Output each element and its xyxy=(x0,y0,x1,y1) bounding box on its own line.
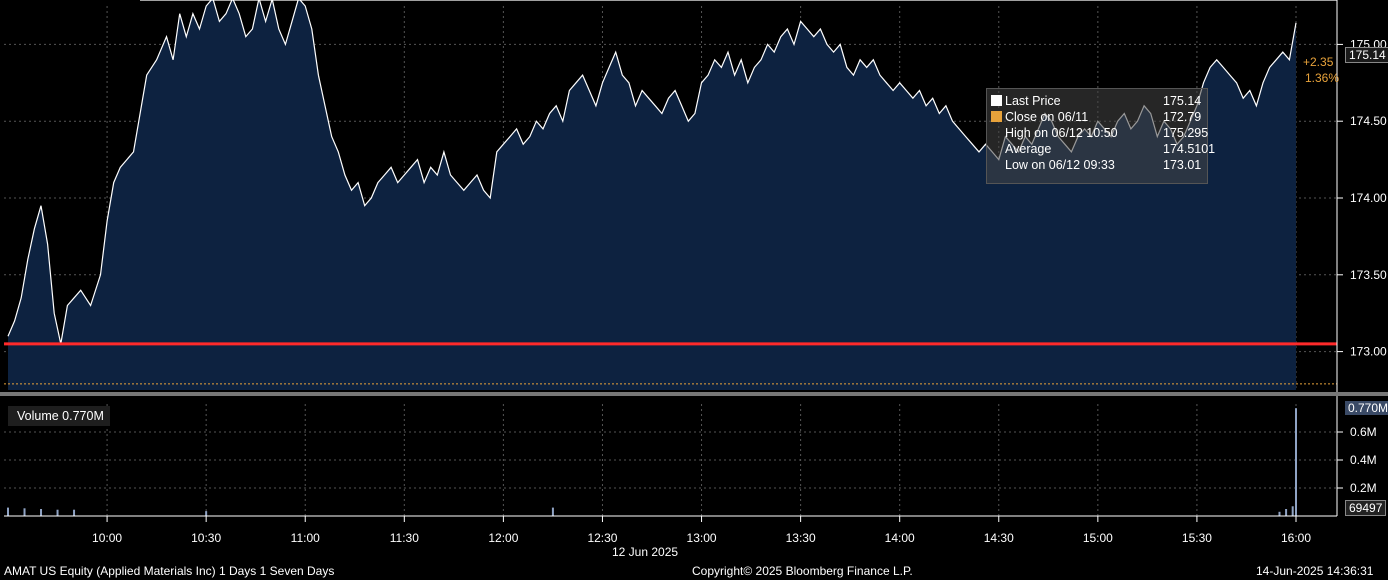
volume-bar xyxy=(7,507,9,516)
last-price-badge: 175.14 xyxy=(1345,47,1388,63)
legend-row-average: Average 174.5101 xyxy=(1005,142,1215,158)
volume-legend-label: Volume 0.770M xyxy=(17,409,104,423)
volume-bar xyxy=(1295,408,1297,516)
reference-lines xyxy=(4,0,1337,385)
volume-bar xyxy=(23,508,26,516)
y-tick-label: 173.00 xyxy=(1350,345,1387,359)
footer-center: Copyright© 2025 Bloomberg Finance L.P. xyxy=(692,564,913,578)
last-price-swatch xyxy=(991,95,1002,106)
x-tick-label: 16:00 xyxy=(1281,531,1311,545)
x-tick-label: 15:30 xyxy=(1182,531,1212,545)
y-tick-label: 174.00 xyxy=(1350,191,1387,205)
volume-bar xyxy=(551,507,554,516)
volume-bar xyxy=(40,509,43,516)
volume-bar xyxy=(1285,509,1288,516)
y-tick-label: 174.50 xyxy=(1350,114,1387,128)
price-fill xyxy=(8,0,1296,390)
legend-value: 172.79 xyxy=(1163,110,1202,124)
legend-label: Last Price xyxy=(1005,94,1061,108)
y-tick-label: 173.50 xyxy=(1350,268,1387,282)
legend-label: High on 06/12 10:50 xyxy=(1005,126,1118,140)
volume-bar-badge: 69497 xyxy=(1345,500,1387,516)
volume-bar xyxy=(1291,506,1294,516)
legend-row-high: High on 06/12 10:50 175.295 xyxy=(1005,126,1208,142)
time-x-axis: 10:00 10:30 11:00 11:30 12:00 12:30 13:00 13:30… xyxy=(92,516,1311,545)
legend-value: 174.5101 xyxy=(1163,142,1216,156)
volume-bar xyxy=(73,509,76,516)
x-tick-label: 13:30 xyxy=(786,531,816,545)
x-tick-label: 10:00 xyxy=(92,531,122,545)
x-tick-label: 12:00 xyxy=(488,531,518,545)
x-tick-label: 14:00 xyxy=(885,531,915,545)
x-tick-label: 14:30 xyxy=(984,531,1014,545)
legend-row-close: Close on 06/11 172.79 xyxy=(991,110,1201,126)
close-swatch xyxy=(991,111,1002,122)
volume-bar xyxy=(56,509,59,516)
volume-legend[interactable]: Volume 0.770M xyxy=(8,406,110,426)
legend-label: Low on 06/12 09:33 xyxy=(1005,158,1115,172)
volume-bars xyxy=(7,408,1297,516)
volume-y-tick-label: 0.6M xyxy=(1350,425,1377,439)
legend-label: Close on 06/11 xyxy=(1005,110,1089,124)
x-tick-label: 11:00 xyxy=(291,531,320,545)
x-tick-label: 15:00 xyxy=(1083,531,1113,545)
volume-y-tick-label: 0.4M xyxy=(1350,453,1377,467)
legend-row-last-price: Last Price 175.14 xyxy=(991,94,1201,110)
change-pct-label: 1.36% xyxy=(1305,71,1340,85)
footer-right: 14-Jun-2025 14:36:31 xyxy=(1256,564,1374,578)
x-tick-label: 10:30 xyxy=(191,531,221,545)
legend-row-low: Low on 06/12 09:33 173.01 xyxy=(1005,158,1201,174)
x-tick-label: 11:30 xyxy=(390,531,419,545)
legend-value: 175.295 xyxy=(1163,126,1209,140)
price-legend[interactable]: Last Price 175.14 Close on 06/11 172.79 … xyxy=(986,88,1215,184)
x-tick-label: 12:30 xyxy=(587,531,617,545)
price-area xyxy=(7,0,1297,390)
legend-value: 175.14 xyxy=(1163,94,1202,108)
volume-y-axis: 0.2M 0.4M 0.6M xyxy=(1337,425,1377,495)
volume-bar xyxy=(205,511,208,516)
legend-value: 173.01 xyxy=(1163,158,1202,172)
volume-bar xyxy=(1278,511,1281,516)
volume-y-tick-label: 0.2M xyxy=(1350,481,1377,495)
x-date-label: 12 Jun 2025 xyxy=(612,545,679,559)
change-label: +2.35 xyxy=(1303,55,1334,69)
x-tick-label: 13:00 xyxy=(687,531,717,545)
volume-last-badge: 0.770M xyxy=(1345,401,1388,415)
legend-label: Average xyxy=(1005,142,1052,156)
footer-left: AMAT US Equity (Applied Materials Inc) 1… xyxy=(4,564,335,578)
panel-frame xyxy=(0,0,1388,517)
